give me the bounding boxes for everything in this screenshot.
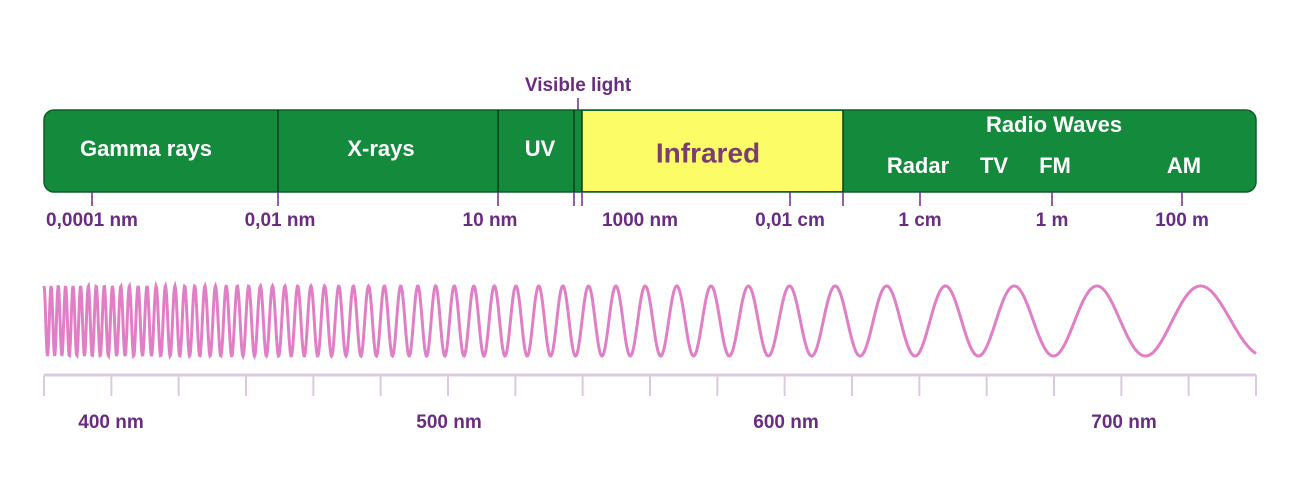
radio-sub: TV [980, 153, 1008, 178]
infrared-band [582, 111, 843, 191]
wave-label: 700 nm [1091, 412, 1156, 433]
radio-sub: FM [1039, 153, 1071, 178]
wave-label: 400 nm [78, 412, 143, 433]
wave-label: 500 nm [416, 412, 481, 433]
wave-label: 600 nm [753, 412, 818, 433]
wave [42, 280, 1257, 361]
scale-label: 100 m [1155, 210, 1209, 231]
scale-label: 1 m [1036, 210, 1069, 231]
scale-label: 1000 nm [602, 210, 678, 231]
scale-label: 0,01 cm [755, 210, 825, 231]
band-label: Gamma rays [80, 136, 212, 161]
scale-label: 0,01 nm [245, 210, 316, 231]
band-label: UV [525, 136, 556, 161]
scale-ticks [91, 192, 1183, 206]
radio-sub: Radar [887, 153, 950, 178]
band-dividers [277, 110, 844, 192]
band-label: Infrared [656, 137, 760, 168]
wave-ticks [43, 375, 1257, 396]
radio-sub: AM [1167, 153, 1201, 178]
radio-title: Radio Waves [986, 112, 1122, 137]
scale-label: 10 nm [463, 210, 518, 231]
band-label: X-rays [347, 136, 414, 161]
scale-label: 1 cm [898, 210, 941, 231]
visible-label: Visible light [525, 75, 632, 96]
scale-label: 0,0001 nm [46, 210, 138, 231]
